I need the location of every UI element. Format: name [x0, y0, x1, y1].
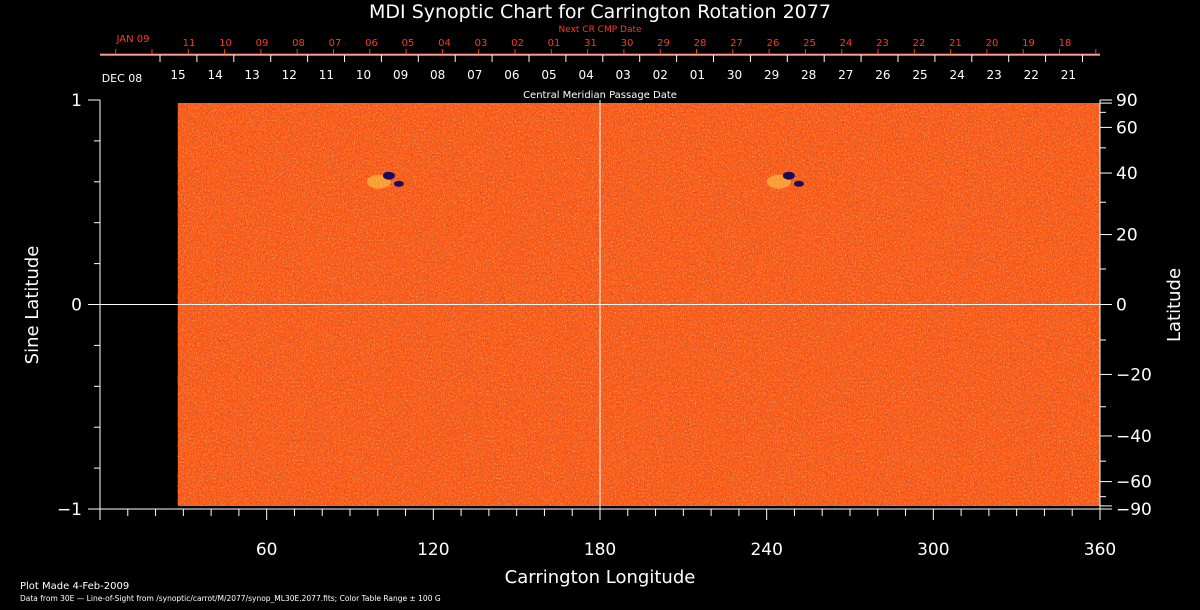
cmp-month-label: DEC 08: [102, 72, 143, 85]
next-cr-date-label: 09: [256, 38, 269, 49]
cmp-date-label: 08: [430, 68, 445, 82]
cmp-date-label: 06: [504, 68, 519, 82]
left-y-axis-label: Sine Latitude: [22, 246, 43, 365]
right-y-tick-label: −90: [1116, 500, 1152, 520]
next-cr-date-label: 01: [548, 38, 561, 49]
cmp-date-label: 09: [393, 68, 408, 82]
left-y-tick-label: 1: [71, 91, 82, 111]
cmp-date-label: 11: [319, 68, 334, 82]
cmp-date-label: 15: [170, 68, 185, 82]
plot-made-text: Plot Made 4-Feb-2009: [20, 581, 129, 592]
next-cr-date-label: 31: [584, 38, 597, 49]
next-cr-date-label: 25: [803, 38, 816, 49]
next-cr-date-label: 26: [767, 38, 780, 49]
right-y-tick-label: 0: [1116, 296, 1127, 316]
next-cr-date-label: 19: [1022, 38, 1035, 49]
x-axis-label: Carrington Longitude: [505, 567, 696, 588]
next-cr-date-label: 18: [1059, 38, 1072, 49]
magnetogram-map: [100, 100, 1100, 509]
next-cr-date-label: 24: [840, 38, 853, 49]
next-cr-date-label: 22: [913, 38, 926, 49]
cmp-date-label: 02: [653, 68, 668, 82]
active-region-spot: [782, 171, 795, 180]
x-tick-label: 240: [750, 540, 782, 560]
right-y-axis-label: Latitude: [1164, 268, 1185, 342]
left-y-tick-label: 0: [71, 296, 82, 316]
next-cr-date-label: 23: [876, 38, 889, 49]
next-cr-month-label: JAN 09: [116, 34, 150, 45]
active-region-spot: [382, 171, 395, 180]
cmp-date-label: 21: [1061, 68, 1076, 82]
right-y-tick-label: −60: [1116, 473, 1152, 493]
next-cr-date-label: 30: [621, 38, 634, 49]
x-tick-label: 120: [417, 540, 449, 560]
next-cr-date-label: 20: [986, 38, 999, 49]
next-cr-date-label: 10: [219, 38, 232, 49]
cmp-date-label: 07: [467, 68, 482, 82]
next-cr-date-label: 03: [475, 38, 488, 49]
next-cr-date-label: 05: [402, 38, 415, 49]
latitude-axis: 90 60 40 20 0 −20 −40 −60 −90: [1100, 91, 1152, 520]
cmp-date-label: 14: [207, 68, 222, 82]
cmp-date-label: 29: [764, 68, 779, 82]
cmp-date-axis: 15 14 13 12 11 10 09 08 07 06 05 04 03 02 01 30 29 28 27 26…: [100, 54, 1100, 82]
next-cr-date-label: 02: [511, 38, 524, 49]
x-tick-label: 60: [256, 540, 278, 560]
chart-title: MDI Synoptic Chart for Carrington Rotati…: [369, 1, 831, 23]
next-cr-date-label: 29: [657, 38, 670, 49]
cmp-date-label: 23: [987, 68, 1002, 82]
x-tick-label: 360: [1084, 540, 1116, 560]
cmp-date-label: 26: [875, 68, 890, 82]
next-cr-cmp-date-label: Next CR CMP Date: [558, 25, 642, 35]
right-y-tick-label: 90: [1116, 91, 1138, 111]
cmp-date-label: 13: [245, 68, 260, 82]
next-cr-date-label: 08: [292, 38, 305, 49]
right-y-tick-label: 40: [1116, 164, 1138, 184]
next-cr-date-label: 11: [183, 38, 196, 49]
cmp-date-label: 28: [801, 68, 816, 82]
next-cr-date-label: 28: [694, 38, 707, 49]
cmp-date-label: 24: [949, 68, 964, 82]
next-cr-date-label: 06: [365, 38, 378, 49]
sine-latitude-axis: 1 0 −1: [57, 91, 100, 520]
cmp-date-label: 03: [616, 68, 631, 82]
next-cr-date-label: 27: [730, 38, 743, 49]
cmp-date-label: 01: [690, 68, 705, 82]
active-region-spot: [793, 180, 804, 187]
next-cr-date-label: 21: [949, 38, 962, 49]
data-source-text: Data from 30E — Line-of-Sight from /syno…: [20, 594, 441, 603]
cmp-date-label: 27: [838, 68, 853, 82]
next-cr-cmp-date-axis: 11 10 09 08 07 06 05 04 03 02 01 31 30 29 28 27 26 25 24 23…: [100, 38, 1100, 55]
next-cr-date-label: 04: [438, 38, 451, 49]
x-tick-label: 180: [584, 540, 616, 560]
right-y-tick-label: 60: [1116, 118, 1138, 138]
cmp-date-label: 25: [912, 68, 927, 82]
carrington-longitude-axis: 60 120 180 240 300 360: [99, 509, 1116, 560]
cmp-date-label: 22: [1024, 68, 1039, 82]
cmp-date-label: 10: [356, 68, 371, 82]
x-tick-label: 300: [917, 540, 949, 560]
right-y-tick-label: −40: [1116, 427, 1152, 447]
right-y-tick-label: −20: [1116, 365, 1152, 385]
active-region-spot: [393, 180, 404, 187]
left-y-tick-label: −1: [57, 500, 82, 520]
cmp-date-label: 05: [541, 68, 556, 82]
cmp-date-axis-label: Central Meridian Passage Date: [523, 90, 677, 101]
cmp-date-label: 30: [727, 68, 742, 82]
cmp-date-label: 04: [578, 68, 593, 82]
cmp-date-label: 12: [282, 68, 297, 82]
next-cr-date-label: 07: [329, 38, 342, 49]
right-y-tick-label: 20: [1116, 226, 1138, 246]
